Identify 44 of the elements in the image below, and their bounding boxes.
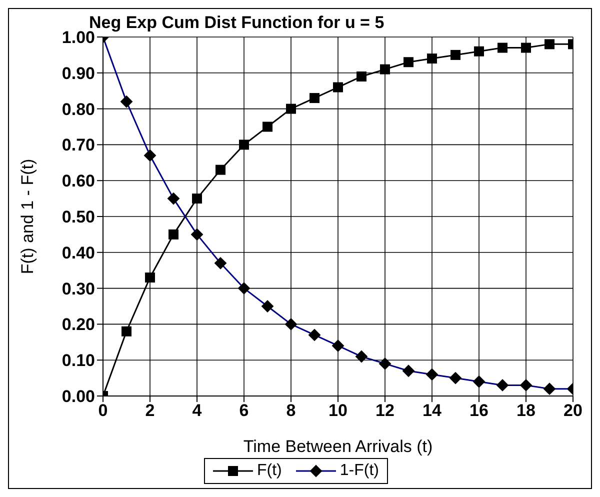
- point: [380, 64, 390, 74]
- x-tick-label: 10: [328, 401, 348, 420]
- y-tick-label: 0.20: [62, 315, 95, 334]
- point: [333, 82, 343, 92]
- y-tick-label: 0.00: [62, 387, 95, 406]
- x-tick-label: 8: [286, 401, 296, 420]
- x-tick-label: 2: [145, 401, 155, 420]
- x-tick-label: 12: [376, 401, 394, 420]
- x-tick-label: 18: [516, 401, 536, 420]
- y-tick-label: 0.10: [62, 351, 95, 370]
- point: [145, 272, 155, 283]
- y-tick-label: 0.50: [62, 208, 95, 227]
- point: [450, 50, 460, 60]
- x-axis-title: Time Between Arrivals (t): [243, 437, 433, 456]
- y-tick-label: 0.60: [62, 172, 95, 191]
- x-tick-label: 4: [192, 401, 202, 420]
- y-tick-label: 0.30: [62, 279, 95, 298]
- point: [310, 93, 320, 104]
- point: [544, 39, 554, 50]
- point: [192, 194, 202, 204]
- point: [427, 54, 437, 64]
- x-tick-label: 16: [470, 401, 488, 420]
- point: [216, 164, 226, 175]
- y-tick-label: 0.40: [62, 243, 95, 262]
- y-axis-title: F(t) and 1 - F(t): [18, 158, 38, 274]
- x-tick-label: 0: [98, 401, 108, 420]
- point: [262, 122, 272, 132]
- point: [521, 42, 531, 53]
- point: [356, 71, 366, 82]
- x-tick-label: 14: [422, 401, 442, 420]
- point: [404, 57, 414, 68]
- point: [498, 42, 508, 53]
- y-tick-label: 0.70: [62, 136, 95, 155]
- point: [474, 46, 484, 56]
- y-tick-label: 0.90: [62, 64, 95, 83]
- point: [286, 104, 296, 114]
- point: [239, 140, 249, 150]
- point: [122, 326, 132, 336]
- x-tick-label: 20: [564, 401, 582, 420]
- y-tick-label: 0.80: [62, 100, 95, 119]
- legend-label: F(t): [256, 462, 282, 480]
- legend-label: 1-F(t): [338, 462, 379, 480]
- x-tick-label: 6: [239, 401, 249, 420]
- point: [168, 229, 178, 240]
